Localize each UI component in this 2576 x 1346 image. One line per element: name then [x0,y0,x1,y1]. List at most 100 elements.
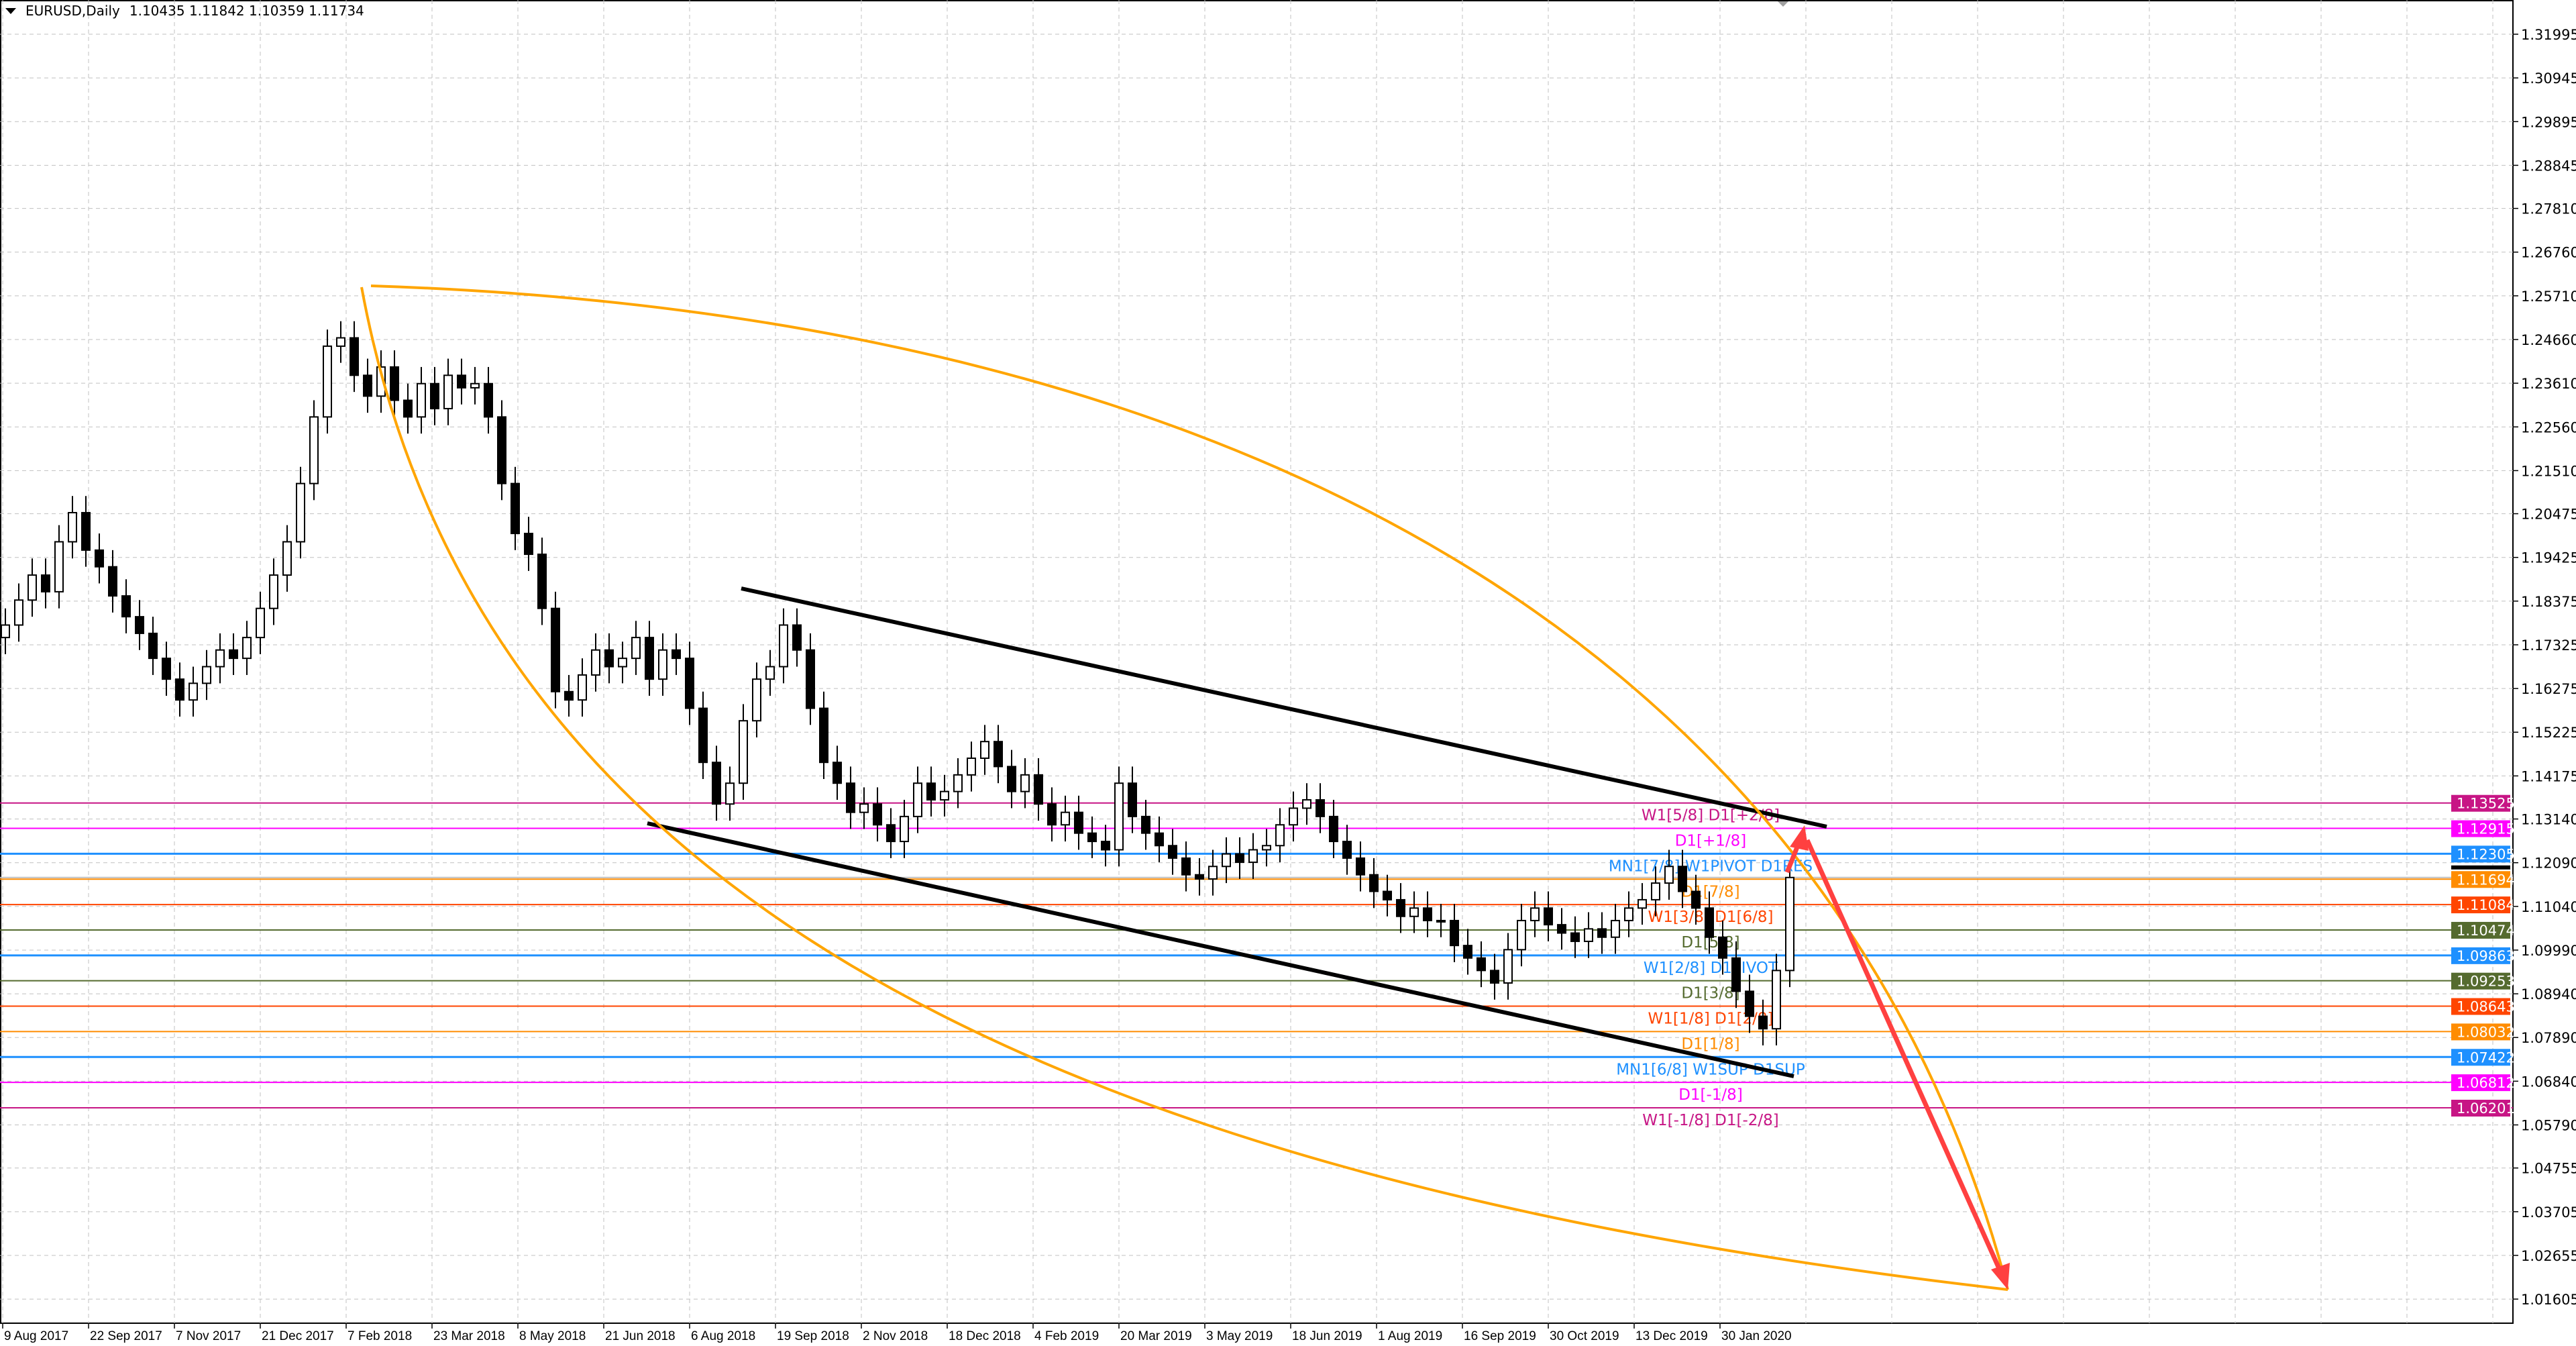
y-tick-label: 1.14175 [2521,768,2576,784]
upper-channel-line [741,586,1827,829]
candle [1423,891,1432,937]
chart-frame [0,0,2514,1324]
candle [162,641,171,696]
candle-body [792,624,802,651]
chart-shift-marker-icon[interactable] [1778,1,1788,7]
upper-arc [370,284,2009,1290]
candle-body [859,803,869,813]
candle-body [242,637,252,660]
candle-body [873,803,882,826]
candle-body [1,624,10,639]
candle [1074,795,1083,850]
candle [645,621,654,696]
candle [551,591,560,709]
candle [1758,999,1768,1046]
candle-body [1691,890,1701,909]
candle [296,466,305,559]
candle-body [672,649,681,660]
candle-body [980,741,989,760]
candle [564,674,574,717]
candle [1168,829,1177,875]
candle [1731,941,1741,1008]
x-tick-label: 7 Feb 2018 [347,1329,412,1343]
price-tag [2451,896,2510,914]
candle [1007,749,1016,809]
candle-body [403,399,413,418]
price-axis: 1.31995 1.30945 1.29895 1.28845 1.27810 1.267… [2513,27,2576,1308]
candle [631,621,641,675]
price-tag-label: 1.08643 [2457,999,2515,1015]
candle-body [900,815,909,843]
candle-body [1195,874,1204,880]
candle [1141,800,1150,850]
candle-body [524,533,533,556]
drawings[interactable] [360,284,2010,1291]
pivot-level-label: W1[5/8] D1[+2/8] [1642,807,1780,825]
y-tick-label: 1.23610 [2521,376,2576,392]
candle [994,725,1003,784]
candle [282,525,292,592]
candle-body [1235,853,1244,864]
candle-body [1034,774,1043,805]
candle-body [202,666,211,684]
candle [1517,904,1526,967]
candle-body [739,720,748,784]
candle [95,533,104,584]
candle-body [578,674,587,701]
candle-body [1168,845,1177,859]
price-tag-label: 1.12305 [2457,846,2515,862]
candle [457,358,466,405]
x-tick-label: 8 May 2018 [519,1329,586,1343]
candle-body [108,566,117,597]
x-tick-label: 30 Oct 2019 [1550,1329,1619,1343]
candle [1155,816,1164,863]
pivot-level-label: D1[7/8] [1681,883,1739,900]
price-tag [2451,845,2510,863]
candle [1409,891,1419,933]
y-tick-label: 1.22560 [2521,419,2576,435]
candle [135,600,144,650]
y-tick-label: 1.30945 [2521,70,2576,87]
y-tick-label: 1.24660 [2521,332,2576,348]
candle-body [806,649,815,709]
menu-triangle-icon[interactable] [5,7,16,14]
candle-body [1638,898,1647,909]
y-tick-label: 1.19425 [2521,550,2576,566]
candle [1020,758,1030,809]
candle-body [1584,928,1593,942]
candle [54,525,64,609]
y-tick-label: 1.03705 [2521,1204,2576,1221]
candle-body [1061,811,1070,826]
candle [484,366,493,434]
candle-body [1557,924,1566,934]
candle-body [712,762,721,805]
lower-channel-line [647,821,1794,1078]
candle [1597,912,1607,954]
candle-body [631,637,641,660]
candle-body [95,549,104,568]
candle-body [417,382,426,418]
candle [1450,904,1459,962]
x-tick-label: 19 Sep 2018 [777,1329,849,1343]
candle-body [658,649,667,680]
candle-body [215,649,225,668]
candle-body [1396,898,1405,917]
candle [1638,883,1647,925]
price-tag [2451,1074,2510,1092]
pivot-level-label: D1[+1/8] [1675,833,1747,850]
candle [1195,858,1204,896]
candle [1477,941,1486,988]
candle [1235,837,1244,879]
candle-body [1329,815,1338,843]
candle-body [1369,874,1379,892]
grid [0,0,2514,1324]
candle-body [1785,876,1794,972]
candle [1396,883,1405,933]
price-tag [2451,1023,2510,1041]
y-tick-label: 1.21510 [2521,463,2576,479]
candle-body [323,345,332,418]
candle [1490,953,1499,1000]
candle-body [511,482,520,535]
candle [1316,783,1325,833]
